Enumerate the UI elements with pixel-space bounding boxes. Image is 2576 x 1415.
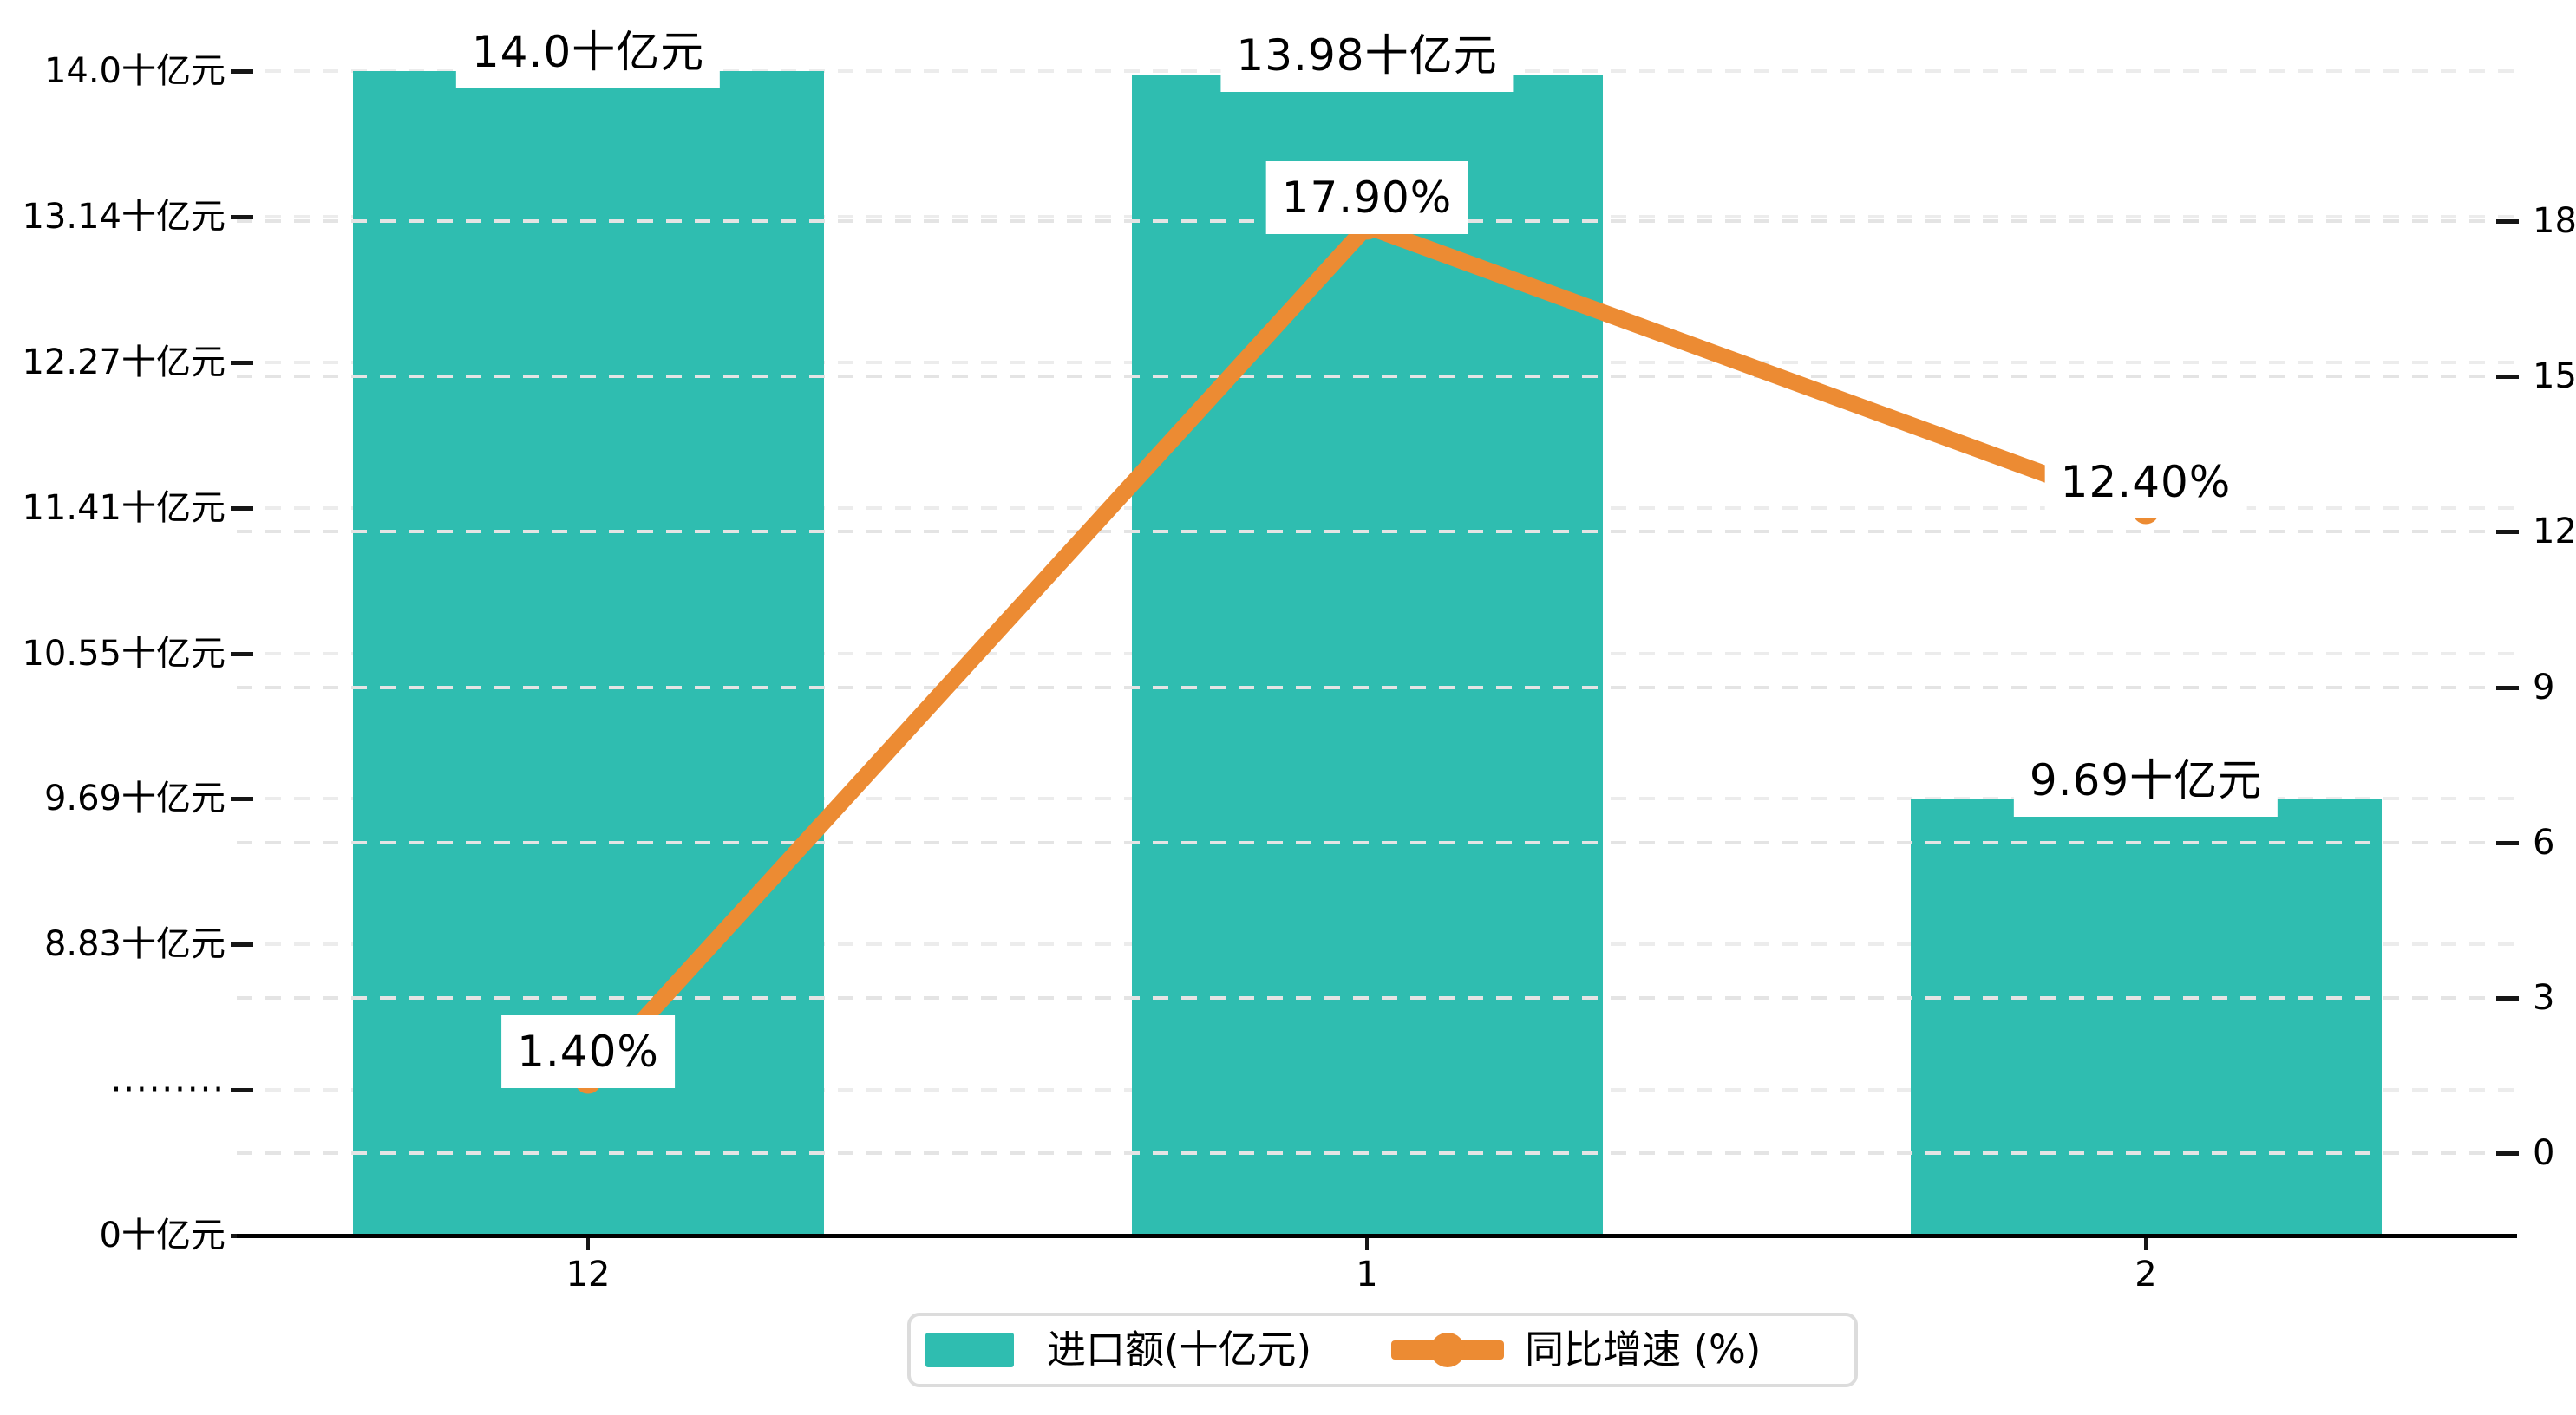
y-axis-right-tick-label: 6 [2533, 823, 2555, 863]
y-axis-left-tick-label: 14.0十亿元 [43, 51, 226, 91]
y-axis-left-tick-label: ········· [110, 1070, 226, 1110]
y-axis-left-tick-label: 10.55十亿元 [22, 634, 226, 674]
x-axis-line [237, 1234, 2517, 1238]
bar-value-label: 9.69十亿元 [2013, 744, 2279, 817]
y-axis-left-tick-label: 13.14十亿元 [22, 197, 226, 237]
y-axis-right-tick-label: 15 [2533, 356, 2576, 396]
bar-2 [1910, 799, 2382, 1236]
y-axis-left-tick-mark [231, 942, 253, 947]
y-axis-left-tick-label: 8.83十亿元 [43, 924, 226, 964]
y-axis-left-tick-mark [231, 69, 253, 74]
legend: 进口额(十亿元) 同比增速 (%) [907, 1313, 1858, 1387]
x-axis-tick-label: 2 [2135, 1255, 2157, 1294]
x-axis-tick-label: 12 [566, 1255, 611, 1294]
legend-bar-label: 进口额(十亿元) [1047, 1327, 1312, 1373]
x-axis-tick-mark [2144, 1238, 2148, 1250]
y-axis-right-tick-label: 0 [2533, 1133, 2555, 1173]
y-axis-right-tick-mark [2496, 686, 2519, 690]
y-axis-left-tick-mark [231, 506, 253, 511]
y-axis-right-tick-mark [2496, 1151, 2519, 1156]
legend-line-marker-icon [1391, 1331, 1505, 1369]
y-axis-right-tick-label: 18 [2533, 201, 2576, 241]
line-value-label: 1.40% [501, 1015, 675, 1088]
y-axis-right-tick-mark [2496, 841, 2519, 845]
y-axis-right-tick-label: 12 [2533, 512, 2576, 551]
y-axis-right-tick-mark [2496, 530, 2519, 534]
x-axis-tick-label: 1 [1356, 1255, 1378, 1294]
y-axis-left-tick-mark [231, 652, 253, 656]
y-axis-left-tick-label: 11.41十亿元 [22, 488, 226, 528]
y-axis-left-tick-mark [231, 215, 253, 219]
line-value-label: 17.90% [1265, 161, 1468, 234]
legend-line-label: 同比增速 (%) [1525, 1327, 1762, 1373]
y-axis-right-tick-mark [2496, 219, 2519, 224]
y-axis-left-tick-label: 9.69十亿元 [43, 779, 226, 818]
y-axis-left-tick-label: 0十亿元 [99, 1216, 226, 1255]
y-axis-right-tick-label: 9 [2533, 668, 2555, 708]
y-axis-right-tick-label: 3 [2533, 978, 2555, 1018]
bar-value-label: 13.98十亿元 [1220, 19, 1514, 92]
y-axis-left-tick-mark [231, 797, 253, 801]
line-value-label: 12.40% [2044, 446, 2247, 518]
bar-value-label: 14.0十亿元 [455, 16, 721, 88]
y-axis-left-tick-mark [231, 1088, 253, 1092]
y-axis-left-tick-mark [231, 361, 253, 365]
legend-bar-swatch-icon [925, 1333, 1014, 1367]
y-axis-right-tick-mark [2496, 996, 2519, 1001]
x-axis-tick-mark [1365, 1238, 1369, 1250]
y-axis-left-tick-label: 12.27十亿元 [22, 342, 226, 382]
y-axis-right-tick-mark [2496, 375, 2519, 379]
growth-line [581, 216, 2149, 1086]
x-axis-tick-mark [586, 1238, 590, 1250]
legend-line-dot-icon [1430, 1333, 1466, 1367]
